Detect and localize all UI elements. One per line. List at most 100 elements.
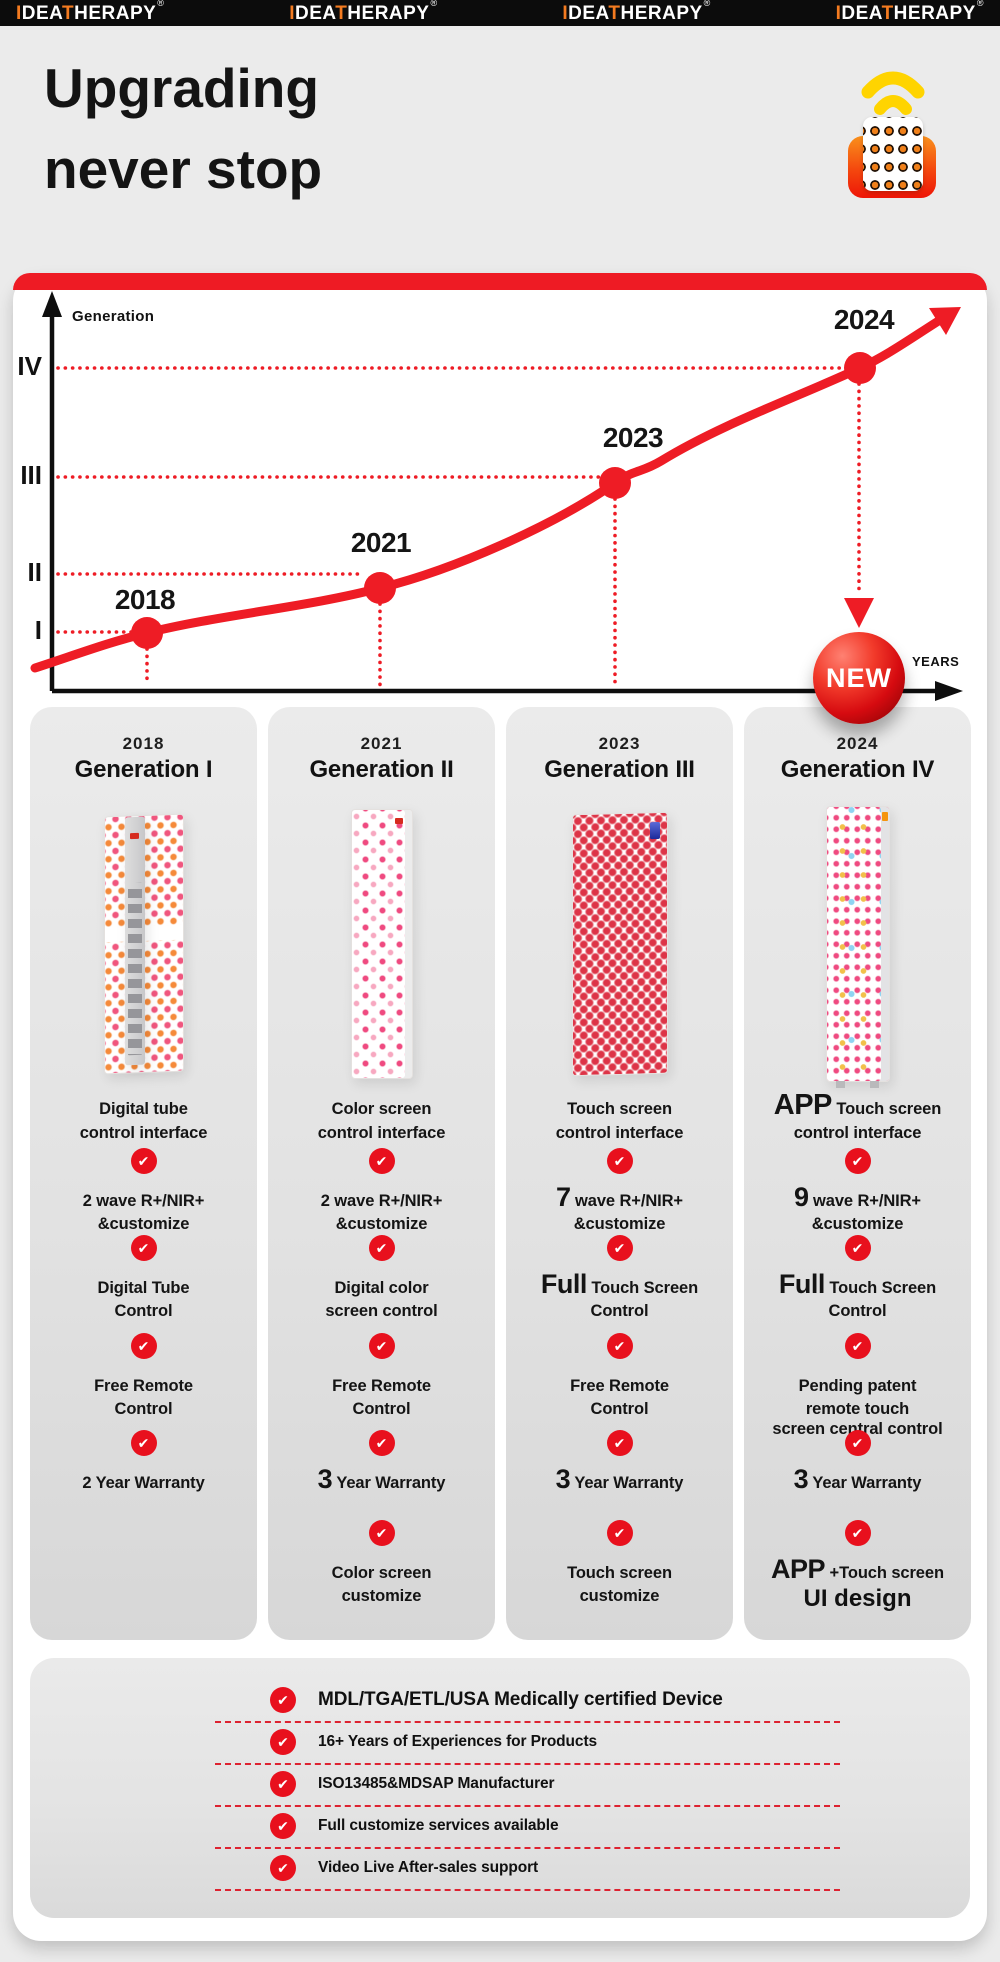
generation-year: 2018	[122, 734, 165, 753]
led-panel-icon	[863, 117, 923, 191]
check-icon: ✔	[270, 1855, 296, 1881]
cert-item: 16+ Years of Experiences for Products	[318, 1733, 598, 1750]
generation-name: Generation II	[309, 756, 454, 783]
product-image-gen2	[268, 803, 495, 1085]
cert-row: ✔ Full customize services available	[30, 1808, 970, 1844]
check-icon: ✔	[844, 1333, 871, 1359]
customize-feature: ✔ Color screen customize	[272, 1520, 491, 1606]
generation-card-1: 2018 Generation I Digital tube control i…	[30, 707, 257, 1640]
generation-name: Generation IV	[780, 756, 935, 783]
check-icon: ✔	[844, 1430, 871, 1456]
product-image-gen1	[30, 803, 257, 1085]
check-icon: ✔	[368, 1235, 395, 1261]
brand-logo: IDEATHERAPY®	[289, 0, 438, 24]
check-icon: ✔	[270, 1687, 296, 1713]
control-feature: ✔ Digital Tube Control	[34, 1235, 253, 1321]
control-strip-graphic	[125, 816, 145, 1066]
dotted-guides	[56, 366, 861, 687]
check-icon: ✔	[606, 1520, 633, 1546]
interface-feature: Color screen control interface	[317, 1100, 446, 1143]
data-points	[131, 352, 876, 649]
generation-card-2: 2021 Generation II Color screen control …	[268, 707, 495, 1640]
cert-item: ISO13485&MDSAP Manufacturer	[318, 1775, 555, 1792]
cert-row: ✔ Video Live After-sales support	[30, 1850, 970, 1886]
y-axis-arrow-icon	[42, 291, 62, 317]
wave-feature: ✔ 7 wave R+/NIR+ &customize	[510, 1148, 729, 1234]
certification-card: ✔ MDL/TGA/ETL/USA Medically certified De…	[30, 1658, 970, 1918]
remote-feature: ✔ Free Remote Control	[34, 1333, 253, 1419]
brand-logo: IDEATHERAPY®	[835, 0, 984, 24]
remote-feature: ✔ Free Remote Control	[510, 1333, 729, 1419]
wireless-control-device-icon	[846, 62, 940, 202]
generation-year: 2024	[836, 734, 879, 753]
curve-arrow-icon	[929, 307, 961, 335]
remote-feature: ✔ Free Remote Control	[272, 1333, 491, 1419]
check-icon: ✔	[270, 1771, 296, 1797]
check-icon: ✔	[844, 1148, 871, 1174]
wave-feature: ✔ 2 wave R+/NIR+ &customize	[34, 1148, 253, 1234]
led-panel-graphic	[350, 809, 413, 1079]
dashed-divider	[215, 1805, 840, 1807]
registered-mark: ®	[157, 0, 165, 9]
led-panel-graphic	[571, 811, 668, 1077]
axes	[49, 311, 939, 694]
cert-title: MDL/TGA/ETL/USA Medically certified Devi…	[318, 1689, 723, 1710]
new-badge: NEW	[813, 632, 905, 724]
check-icon: ✔	[130, 1333, 157, 1359]
generation-year: 2021	[360, 734, 403, 753]
cert-item: Full customize services available	[318, 1817, 559, 1834]
x-axis-arrow-icon	[935, 681, 963, 701]
control-feature: ✔ Full Touch Screen Control	[748, 1235, 967, 1321]
cert-row-title: ✔ MDL/TGA/ETL/USA Medically certified De…	[30, 1682, 970, 1718]
title-line-2: never stop	[44, 138, 323, 200]
check-icon: ✔	[844, 1520, 871, 1546]
check-icon: ✔	[270, 1729, 296, 1755]
dashed-divider	[215, 1763, 840, 1765]
check-icon: ✔	[368, 1520, 395, 1546]
dashed-divider	[215, 1721, 840, 1723]
warranty-feature: ✔ 2 Year Warranty	[34, 1430, 253, 1496]
warranty-feature: ✔ 3 Year Warranty	[748, 1430, 967, 1496]
title-line-1: Upgrading	[44, 57, 319, 119]
customize-feature: ✔ Touch screen customize	[510, 1520, 729, 1606]
page-title: Upgrading never stop	[44, 48, 322, 210]
interface-feature: Digital tube control interface	[79, 1100, 208, 1143]
app-ui-feature: ✔ APP +Touch screen UI design	[748, 1520, 967, 1612]
check-icon: ✔	[844, 1235, 871, 1261]
interface-feature: APP Touch screen control interface	[773, 1089, 942, 1143]
ui-design-label: UI design	[803, 1584, 912, 1612]
y-tick-III: III	[20, 460, 42, 490]
y-tick-IV: IV	[17, 351, 42, 381]
check-icon: ✔	[606, 1333, 633, 1359]
remote-feature: ✔ Pending patent remote touch screen cen…	[748, 1333, 967, 1439]
dashed-divider	[215, 1847, 840, 1849]
y-tick-II: II	[27, 557, 42, 587]
check-icon: ✔	[606, 1148, 633, 1174]
point-label-2023: 2023	[602, 422, 664, 453]
generation-timeline-chart	[30, 291, 963, 701]
generation-year: 2023	[598, 734, 641, 753]
check-icon: ✔	[368, 1430, 395, 1456]
check-icon: ✔	[368, 1333, 395, 1359]
check-icon: ✔	[130, 1148, 157, 1174]
wave-feature: ✔ 9 wave R+/NIR+ &customize	[748, 1148, 967, 1234]
y-axis-label: Generation	[72, 308, 155, 325]
brand-logo: IDEATHERAPY®	[16, 0, 165, 24]
generation-card-4: 2024 Generation IV APP Touch screen cont…	[744, 707, 971, 1640]
check-icon: ✔	[130, 1430, 157, 1456]
control-feature: ✔ Digital color screen control	[272, 1235, 491, 1321]
generation-card-3: 2023 Generation III Touch screen control…	[506, 707, 733, 1640]
cert-row: ✔ ISO13485&MDSAP Manufacturer	[30, 1766, 970, 1802]
control-feature: ✔ Full Touch Screen Control	[510, 1235, 729, 1321]
cert-item: Video Live After-sales support	[318, 1859, 539, 1876]
brand-logo: IDEATHERAPY®	[562, 0, 711, 24]
warranty-feature: ✔ 3 Year Warranty	[510, 1430, 729, 1496]
cert-row: ✔ 16+ Years of Experiences for Products	[30, 1724, 970, 1760]
generation-name: Generation III	[544, 756, 695, 783]
y-tick-I: I	[34, 615, 42, 645]
down-arrow-icon	[844, 598, 874, 628]
check-icon: ✔	[606, 1430, 633, 1456]
check-icon: ✔	[130, 1235, 157, 1261]
brand-bar: IDEATHERAPY® IDEATHERAPY® IDEATHERAPY® I…	[0, 0, 1000, 26]
wave-feature: ✔ 2 wave R+/NIR+ &customize	[272, 1148, 491, 1234]
